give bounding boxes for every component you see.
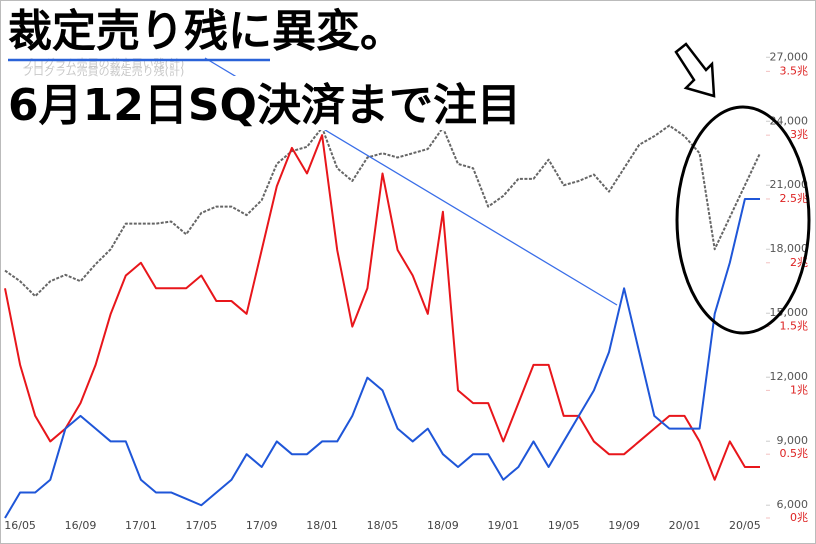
subtitle-bg — [4, 76, 594, 130]
y-tick-label: 18,000 — [770, 242, 809, 255]
x-tick-label: 19/09 — [608, 519, 640, 532]
y2-tick-label: 2.5兆 — [780, 192, 809, 205]
x-tick-label: 16/09 — [65, 519, 97, 532]
series-line — [4, 134, 760, 481]
y-tick-label: 12,000 — [770, 370, 809, 383]
series-line — [4, 124, 761, 298]
highlight-ellipse — [675, 105, 811, 335]
y2-tick-label: 1.5兆 — [780, 320, 809, 333]
x-tick-label: 17/09 — [246, 519, 278, 532]
chart-title: 裁定売り残に異変。 — [8, 6, 404, 57]
arrow-shape — [674, 42, 716, 98]
legend-entry: プログラム売買の裁定売り残(計) — [22, 64, 184, 78]
series-line — [4, 197, 760, 519]
y-tick-label: 21,000 — [770, 178, 809, 191]
x-tick-label: 18/09 — [427, 519, 459, 532]
y2-tick-label: 3兆 — [790, 128, 808, 141]
chart-subtitle: 6月12日SQ決済まで注目 — [8, 80, 521, 131]
x-tick-label: 18/01 — [306, 519, 338, 532]
y2-tick-label: 3.5兆 — [780, 64, 809, 77]
y-tick-label: 6,000 — [777, 498, 809, 511]
y2-tick-label: 0.5兆 — [780, 447, 809, 460]
x-tick-label: 19/01 — [487, 519, 519, 532]
x-tick-label: 18/05 — [367, 519, 399, 532]
x-tick-label: 17/05 — [185, 519, 217, 532]
x-tick-label: 17/01 — [125, 519, 157, 532]
arrow — [674, 42, 716, 98]
x-tick-label: 19/05 — [548, 519, 580, 532]
x-tick-label: 20/05 — [729, 519, 761, 532]
y-tick-label: 27,000 — [770, 50, 809, 63]
title-bg — [4, 4, 466, 56]
x-tick-label: 20/01 — [669, 519, 701, 532]
y2-tick-label: 1兆 — [790, 383, 808, 396]
x-tick-label: 16/05 — [4, 519, 36, 532]
y-tick-label: 9,000 — [777, 434, 809, 447]
y2-tick-label: 0兆 — [790, 511, 808, 524]
